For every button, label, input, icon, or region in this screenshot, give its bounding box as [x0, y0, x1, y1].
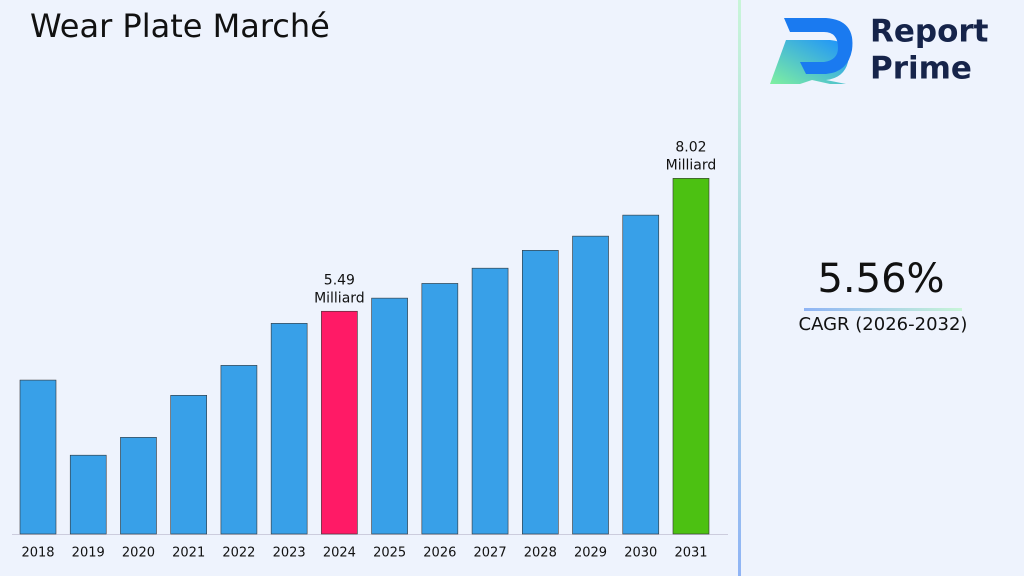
x-tick-label: 2026 [423, 546, 456, 561]
logo-text: Report [870, 14, 989, 50]
bar [120, 437, 157, 535]
bar [622, 214, 660, 535]
x-tick-label: 2031 [674, 546, 707, 561]
bar [19, 379, 57, 535]
logo-text: Prime [870, 51, 972, 87]
cagr-label: CAGR (2026-2032) [799, 314, 968, 335]
value-label: 8.02 [675, 139, 706, 155]
x-tick-label: 2029 [574, 546, 607, 561]
x-tick-label: 2021 [172, 546, 205, 561]
bar [572, 235, 609, 535]
value-label-unit: Milliard [314, 290, 365, 306]
bar [270, 323, 308, 535]
bar [371, 297, 408, 535]
bar [521, 250, 559, 535]
x-tick-label: 2020 [122, 546, 155, 561]
x-tick-label: 2018 [21, 546, 54, 561]
bar [471, 267, 509, 535]
chart-title: Wear Plate Marché [30, 7, 330, 45]
bar [421, 283, 459, 535]
bar [321, 310, 358, 535]
x-tick-label: 2019 [72, 546, 105, 561]
bar [672, 178, 710, 535]
bar [220, 365, 258, 535]
cagr-value: 5.56% [817, 256, 944, 302]
value-label: 5.49 [324, 272, 355, 288]
x-tick-label: 2027 [474, 546, 507, 561]
x-tick-label: 2022 [222, 546, 255, 561]
logo: Report Prime [770, 14, 989, 87]
x-tick-label: 2023 [273, 546, 306, 561]
divider [738, 0, 741, 576]
x-tick-label: 2024 [323, 546, 356, 561]
value-label-unit: Milliard [666, 157, 717, 173]
logo-icon-top [784, 18, 853, 74]
x-tick-label: 2025 [373, 546, 406, 561]
cagr-underline [804, 308, 962, 311]
bar [69, 454, 107, 535]
bar [170, 395, 207, 535]
x-tick-label: 2028 [524, 546, 557, 561]
x-tick-label: 2030 [624, 546, 657, 561]
